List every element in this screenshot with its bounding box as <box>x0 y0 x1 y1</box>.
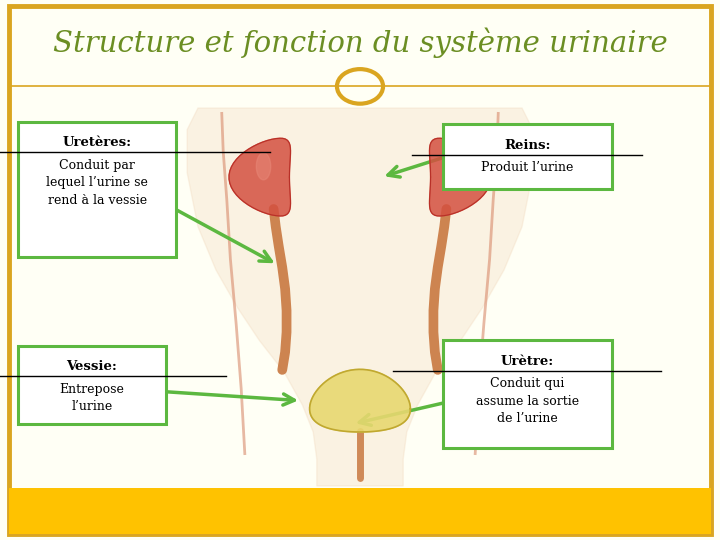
Polygon shape <box>449 153 464 180</box>
Polygon shape <box>229 138 290 216</box>
Text: Uretères:: Uretères: <box>63 136 132 149</box>
Text: Structure et fonction du système urinaire: Structure et fonction du système urinair… <box>53 28 667 58</box>
Polygon shape <box>256 153 271 180</box>
Polygon shape <box>430 138 491 216</box>
Text: Conduit qui
assume la sortie
de l’urine: Conduit qui assume la sortie de l’urine <box>476 377 579 426</box>
FancyBboxPatch shape <box>9 488 711 534</box>
FancyBboxPatch shape <box>443 124 612 189</box>
FancyBboxPatch shape <box>18 346 166 424</box>
Text: Conduit par
lequel l’urine se
rend à la vessie: Conduit par lequel l’urine se rend à la … <box>46 159 148 207</box>
Text: Vessie:: Vessie: <box>66 360 117 373</box>
Text: Urètre:: Urètre: <box>501 355 554 368</box>
Polygon shape <box>310 369 410 432</box>
Text: Produit l’urine: Produit l’urine <box>481 161 574 174</box>
Polygon shape <box>187 108 533 486</box>
FancyBboxPatch shape <box>443 340 612 448</box>
Text: Reins:: Reins: <box>504 139 551 152</box>
FancyBboxPatch shape <box>18 122 176 256</box>
FancyBboxPatch shape <box>9 6 711 534</box>
Text: Entrepose
l’urine: Entrepose l’urine <box>59 383 125 413</box>
